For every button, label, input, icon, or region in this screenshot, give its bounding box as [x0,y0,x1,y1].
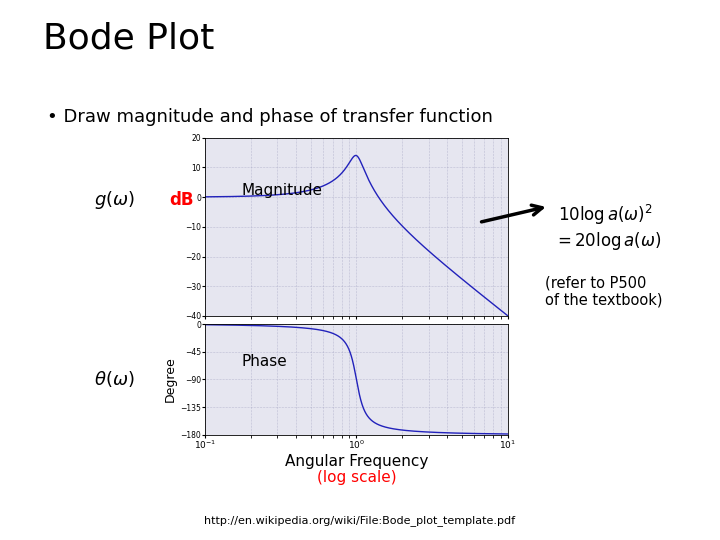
Text: $= 20\log a(\omega)$: $= 20\log a(\omega)$ [554,230,662,252]
Text: • Draw magnitude and phase of transfer function: • Draw magnitude and phase of transfer f… [47,108,492,126]
Text: http://en.wikipedia.org/wiki/File:Bode_plot_template.pdf: http://en.wikipedia.org/wiki/File:Bode_p… [204,516,516,526]
Text: Phase: Phase [241,354,287,369]
Text: $10\log a(\omega)^2$: $10\log a(\omega)^2$ [558,202,653,227]
Text: dB: dB [169,191,194,209]
Text: Magnitude: Magnitude [241,183,323,198]
Text: (log scale): (log scale) [317,470,396,485]
Text: (refer to P500
of the textbook): (refer to P500 of the textbook) [545,275,662,308]
Text: $g(\omega)$: $g(\omega)$ [94,189,135,211]
Text: Bode Plot: Bode Plot [43,22,215,56]
Text: Angular Frequency: Angular Frequency [284,454,428,469]
Text: $\theta(\omega)$: $\theta(\omega)$ [94,369,134,389]
Text: Degree: Degree [164,356,177,402]
